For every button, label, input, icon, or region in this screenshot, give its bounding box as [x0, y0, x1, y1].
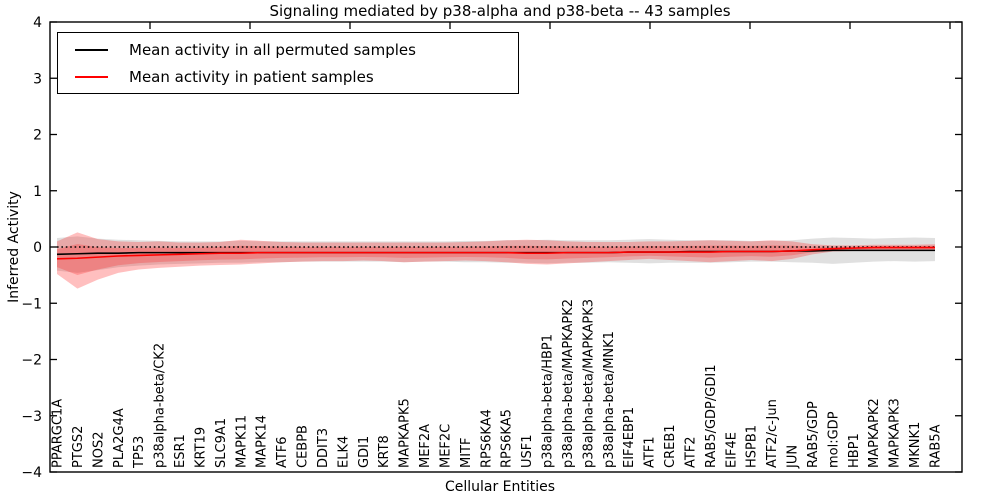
x-tick-label: ATF2	[683, 436, 698, 468]
legend-label: Mean activity in all permuted samples	[129, 40, 416, 59]
x-tick-label: HSPB1	[745, 425, 760, 468]
x-tick-label: MAPK11	[234, 415, 249, 468]
y-tick-label: −1	[21, 296, 42, 312]
x-tick-label: RAB5A	[929, 424, 944, 468]
x-tick-label: SLC9A1	[214, 418, 229, 468]
x-tick-label: RPS6KA5	[500, 409, 515, 468]
x-tick-label: ATF2/c-Jun	[765, 399, 780, 468]
y-tick-label: 4	[33, 15, 42, 31]
x-tick-label: EIF4EBP1	[622, 407, 637, 468]
x-tick-label: p38alpha-beta/MNK1	[602, 331, 617, 468]
legend-item-patient: Mean activity in patient samples	[58, 64, 518, 90]
x-tick-label: MAPKAPK2	[867, 398, 882, 468]
x-tick-label: MAPKAPK5	[398, 398, 413, 468]
x-tick-label: MITF	[459, 438, 474, 468]
y-tick-label: 3	[33, 71, 42, 87]
x-tick-label: DDIT3	[316, 428, 331, 468]
chart-title: Signaling mediated by p38-alpha and p38-…	[269, 2, 731, 20]
x-tick-label: RAB5/GDP	[806, 401, 821, 468]
x-tick-label: ELK4	[336, 436, 351, 468]
x-tick-label: p38alpha-beta/HBP1	[541, 334, 556, 468]
x-tick-label: TP53	[132, 436, 147, 469]
y-tick-label: −3	[21, 409, 42, 425]
x-tick-label: p38alpha-beta/MAPKAPK3	[581, 299, 596, 468]
permuted-range-band	[57, 236, 935, 273]
x-axis-label: Cellular Entities	[444, 479, 556, 495]
y-axis-label: Inferred Activity	[6, 191, 22, 303]
patient-range-band	[57, 232, 935, 289]
x-tick-label: MKNK1	[908, 422, 923, 468]
x-tick-label: MAPKAPK3	[888, 398, 903, 468]
x-tick-label: MAPK14	[255, 415, 270, 468]
patient-mean-line	[56, 246, 935, 260]
x-tick-label: PLA2G4A	[112, 408, 127, 468]
x-tick-label: p38alpha-beta/MAPKAPK2	[561, 299, 576, 468]
y-tick-label: 2	[33, 128, 42, 144]
x-tick-label: NOS2	[91, 432, 106, 468]
x-tick-label: ATF6	[275, 436, 290, 468]
patient-line-sample	[75, 75, 108, 78]
x-tick-label: MEF2A	[418, 424, 433, 468]
x-tick-label: MEF2C	[438, 424, 453, 468]
x-tick-label: JUN	[786, 445, 801, 469]
x-tick-label: ATF1	[643, 436, 658, 468]
y-tick-label: 0	[33, 240, 42, 256]
x-tick-label: CREB1	[663, 424, 678, 468]
x-tick-label: p38alpha-beta/CK2	[153, 343, 168, 468]
legend-label: Mean activity in patient samples	[129, 67, 374, 86]
x-tick-label: RAB5/GDP/GDI1	[704, 365, 719, 468]
x-tick-label: mol:GDP	[826, 411, 841, 468]
legend-item-permuted: Mean activity in all permuted samples	[58, 37, 518, 63]
x-tick-label: EIF4E	[724, 432, 739, 468]
x-tick-label: KRT8	[377, 435, 392, 468]
x-tick-label: GDI1	[357, 436, 372, 468]
x-tick-label: ESR1	[173, 434, 188, 468]
legend: Mean activity in all permuted samples Me…	[57, 32, 519, 94]
x-tick-label: PPARGC1A	[51, 399, 66, 468]
x-tick-label: HBP1	[847, 433, 862, 468]
y-tick-label: −2	[21, 353, 42, 369]
x-tick-label: USF1	[520, 434, 535, 468]
x-tick-label: KRT19	[193, 427, 208, 468]
x-tick-label: PTGS2	[71, 426, 86, 468]
x-tick-label: RPS6KA4	[479, 409, 494, 468]
y-tick-label: 1	[33, 184, 42, 200]
permuted-line-sample	[75, 48, 108, 51]
y-tick-label: −4	[21, 465, 42, 481]
x-tick-label: CEBPB	[296, 425, 311, 468]
